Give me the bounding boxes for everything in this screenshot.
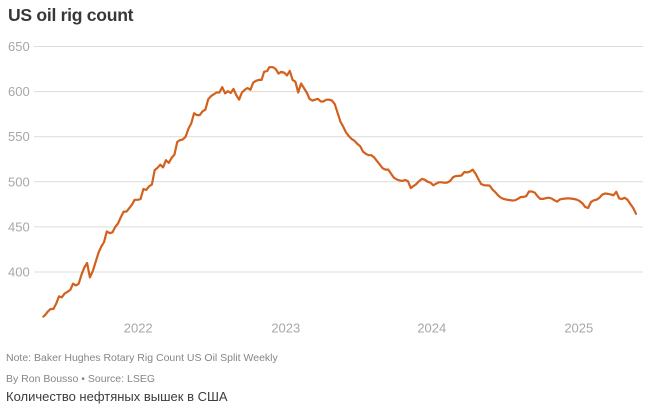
svg-text:500: 500	[8, 174, 30, 189]
svg-text:550: 550	[8, 129, 30, 144]
svg-text:600: 600	[8, 84, 30, 99]
svg-text:650: 650	[8, 39, 30, 54]
svg-text:450: 450	[8, 219, 30, 234]
svg-text:2022: 2022	[124, 321, 153, 336]
svg-text:2025: 2025	[564, 321, 593, 336]
svg-text:2024: 2024	[417, 321, 446, 336]
svg-text:400: 400	[8, 265, 30, 280]
svg-text:2023: 2023	[271, 321, 300, 336]
